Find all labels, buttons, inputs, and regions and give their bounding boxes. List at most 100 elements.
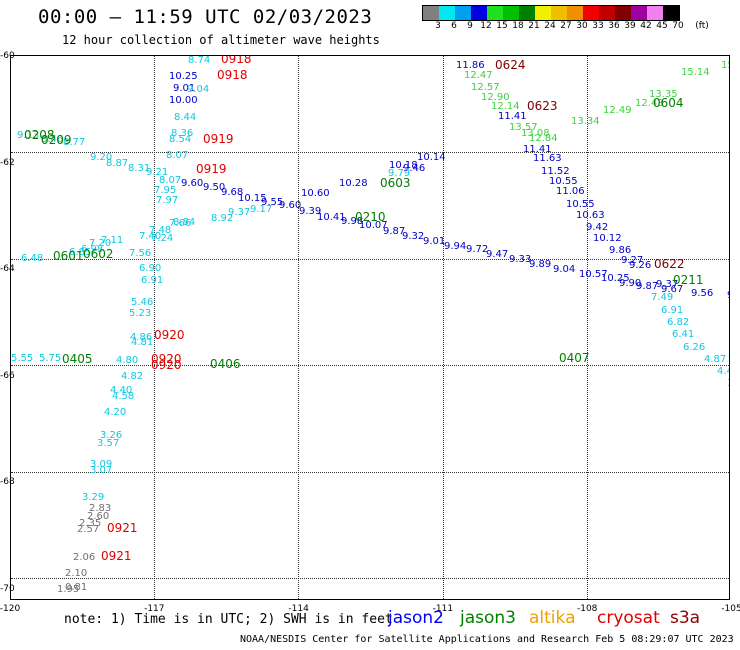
jason2-value: 10.18 xyxy=(389,160,418,171)
cyan-track-value: 9.17 xyxy=(250,204,273,215)
jason2-value: 10.41 xyxy=(317,212,346,223)
colorbar-label: 39 xyxy=(624,21,636,31)
colorbar-swatch xyxy=(455,6,471,20)
jason2-value: 10.57 xyxy=(579,269,608,280)
cyan-track-value: 5.46 xyxy=(131,297,154,308)
s3a-time-tag: 0623 xyxy=(527,99,558,113)
jason2-value: 11.41 xyxy=(523,144,552,155)
colorbar-label: 24 xyxy=(544,21,556,31)
colorbar-label: 36 xyxy=(608,21,620,31)
colorbar-swatch xyxy=(599,6,615,20)
latitude-label: -68 xyxy=(0,477,15,487)
cyan-track-value: 7.48 xyxy=(149,225,172,236)
cryosat-time-tag: 0918 xyxy=(217,68,248,82)
gray-track-value: 2.60 xyxy=(87,511,110,522)
jason3-time-tag: 0604 xyxy=(653,96,684,110)
jason2-value: 9.26 xyxy=(629,260,652,271)
cyan-track-value: 8.74 xyxy=(188,55,211,66)
cyan-track-value: 3.29 xyxy=(82,492,105,503)
parallel-gridline xyxy=(11,365,729,366)
gray-track-value: 2.83 xyxy=(89,503,112,514)
cyan-track-value: 3.07 xyxy=(90,465,113,476)
jason3-time-tag: 0407 xyxy=(559,351,590,365)
colorbar-labels: 3 6 9 12 15 18 21 24 27 30 33 36 39 42 45 70 (ft) xyxy=(422,21,740,33)
cryosat-time-tag: 0920 xyxy=(151,352,182,366)
jason2-value: 9.72 xyxy=(466,244,489,255)
jason2-value: 10.00 xyxy=(169,95,198,106)
colorbar-label: 33 xyxy=(592,21,604,31)
longitude-label: -111 xyxy=(432,604,454,614)
green-track-value: 12.47 xyxy=(464,70,493,81)
cyan-track-value: 9.79 xyxy=(388,168,411,179)
cyan-track-value: 6.82 xyxy=(667,317,690,328)
latitude-label: -62 xyxy=(0,157,15,168)
colorbar-swatch xyxy=(663,6,679,20)
jason2-value: 9.37 xyxy=(656,279,679,290)
cryosat-time-tag: 0919 xyxy=(203,132,234,146)
colorbar-swatch xyxy=(615,6,631,20)
jason2-value: 9.67 xyxy=(661,284,684,295)
jason2-value: 10.55 xyxy=(566,199,595,210)
cryosat-time-tag: 0920 xyxy=(154,328,185,342)
jason2-value: 10.25 xyxy=(601,273,630,284)
green-track-value: 13.34 xyxy=(571,116,600,127)
colorbar-label: 15 xyxy=(496,21,508,31)
cyan-track-value: 7.49 xyxy=(651,292,674,303)
colorbar-swatch xyxy=(583,6,599,20)
jason2-value: 9.87 xyxy=(383,226,406,237)
wave-height-colorbar xyxy=(422,5,680,21)
jason2-value: 9.47 xyxy=(486,249,509,260)
gray-track-value: 2.10 xyxy=(65,568,88,579)
latitude-label: -64 xyxy=(0,264,15,274)
jason3-time-tag: 0406 xyxy=(210,357,241,371)
jason2-value: 9.98 xyxy=(341,216,364,227)
green-track-value: 15 xyxy=(721,60,729,71)
jason3-time-tag: 0405 xyxy=(62,352,93,366)
colorbar-swatch xyxy=(647,6,663,20)
cyan-track-value: 4.80 xyxy=(116,355,139,366)
cyan-track-value: 8.44 xyxy=(174,112,197,123)
colorbar-label: 6 xyxy=(451,21,457,31)
colorbar-label: 9 xyxy=(467,21,473,31)
green-track-value: 12.84 xyxy=(529,133,558,144)
jason2-value: 9.55 xyxy=(261,197,284,208)
cryosat-time-tag: 0921 xyxy=(101,549,132,563)
colorbar-swatch xyxy=(487,6,503,20)
jason2-value: 11.41 xyxy=(498,111,527,122)
cyan-track-value: 4.82 xyxy=(121,371,144,382)
cyan-track-value: 3.7 xyxy=(727,379,729,389)
jason2-value: 10.60 xyxy=(301,188,330,199)
cyan-track-value: 4.87 xyxy=(704,354,727,365)
jason2-value: 9.01 xyxy=(173,83,196,94)
jason3-time-tag: 0602 xyxy=(83,247,114,261)
jason2-value: 11.63 xyxy=(533,153,562,164)
gray-track-value: 2.06 xyxy=(73,552,96,563)
colorbar-label: 18 xyxy=(512,21,524,31)
colorbar-label: 42 xyxy=(640,21,652,31)
cryosat-time-tag: 0920 xyxy=(151,358,182,372)
jason2-value: 9.86 xyxy=(609,245,632,256)
jason2-value: 9.27 xyxy=(621,255,644,266)
cyan-track-value: 9.13 xyxy=(17,130,40,141)
cyan-track-value: 8.77 xyxy=(63,137,86,148)
colorbar-label: (ft) xyxy=(695,21,709,31)
jason2-value: 9.04 xyxy=(553,264,576,275)
jason2-value: 10.12 xyxy=(593,233,622,244)
jason2-value: 9.60 xyxy=(181,178,204,189)
jason2-value: 11.06 xyxy=(556,186,585,197)
gray-track-value: 2.57 xyxy=(77,524,100,535)
parallel-gridline xyxy=(11,578,729,579)
jason3-time-tag: 0211 xyxy=(673,273,704,287)
jason3-time-tag: 0603 xyxy=(380,176,411,190)
cyan-track-value: 7.20 xyxy=(89,238,112,249)
cyan-track-value: 6.41 xyxy=(672,329,695,340)
jason2-value: 9.46 xyxy=(403,163,426,174)
cyan-track-value: 8.54 xyxy=(169,134,192,145)
jason2-value: 9.32 xyxy=(402,231,425,242)
green-track-value: 12.43 xyxy=(635,98,664,109)
cyan-track-value: 4.20 xyxy=(104,407,127,418)
parallel-gridline xyxy=(11,471,729,473)
cyan-track-value: 7.11 xyxy=(101,235,124,246)
cyan-track-value: 3.57 xyxy=(97,438,120,449)
jason2-value: 11.86 xyxy=(456,60,485,71)
